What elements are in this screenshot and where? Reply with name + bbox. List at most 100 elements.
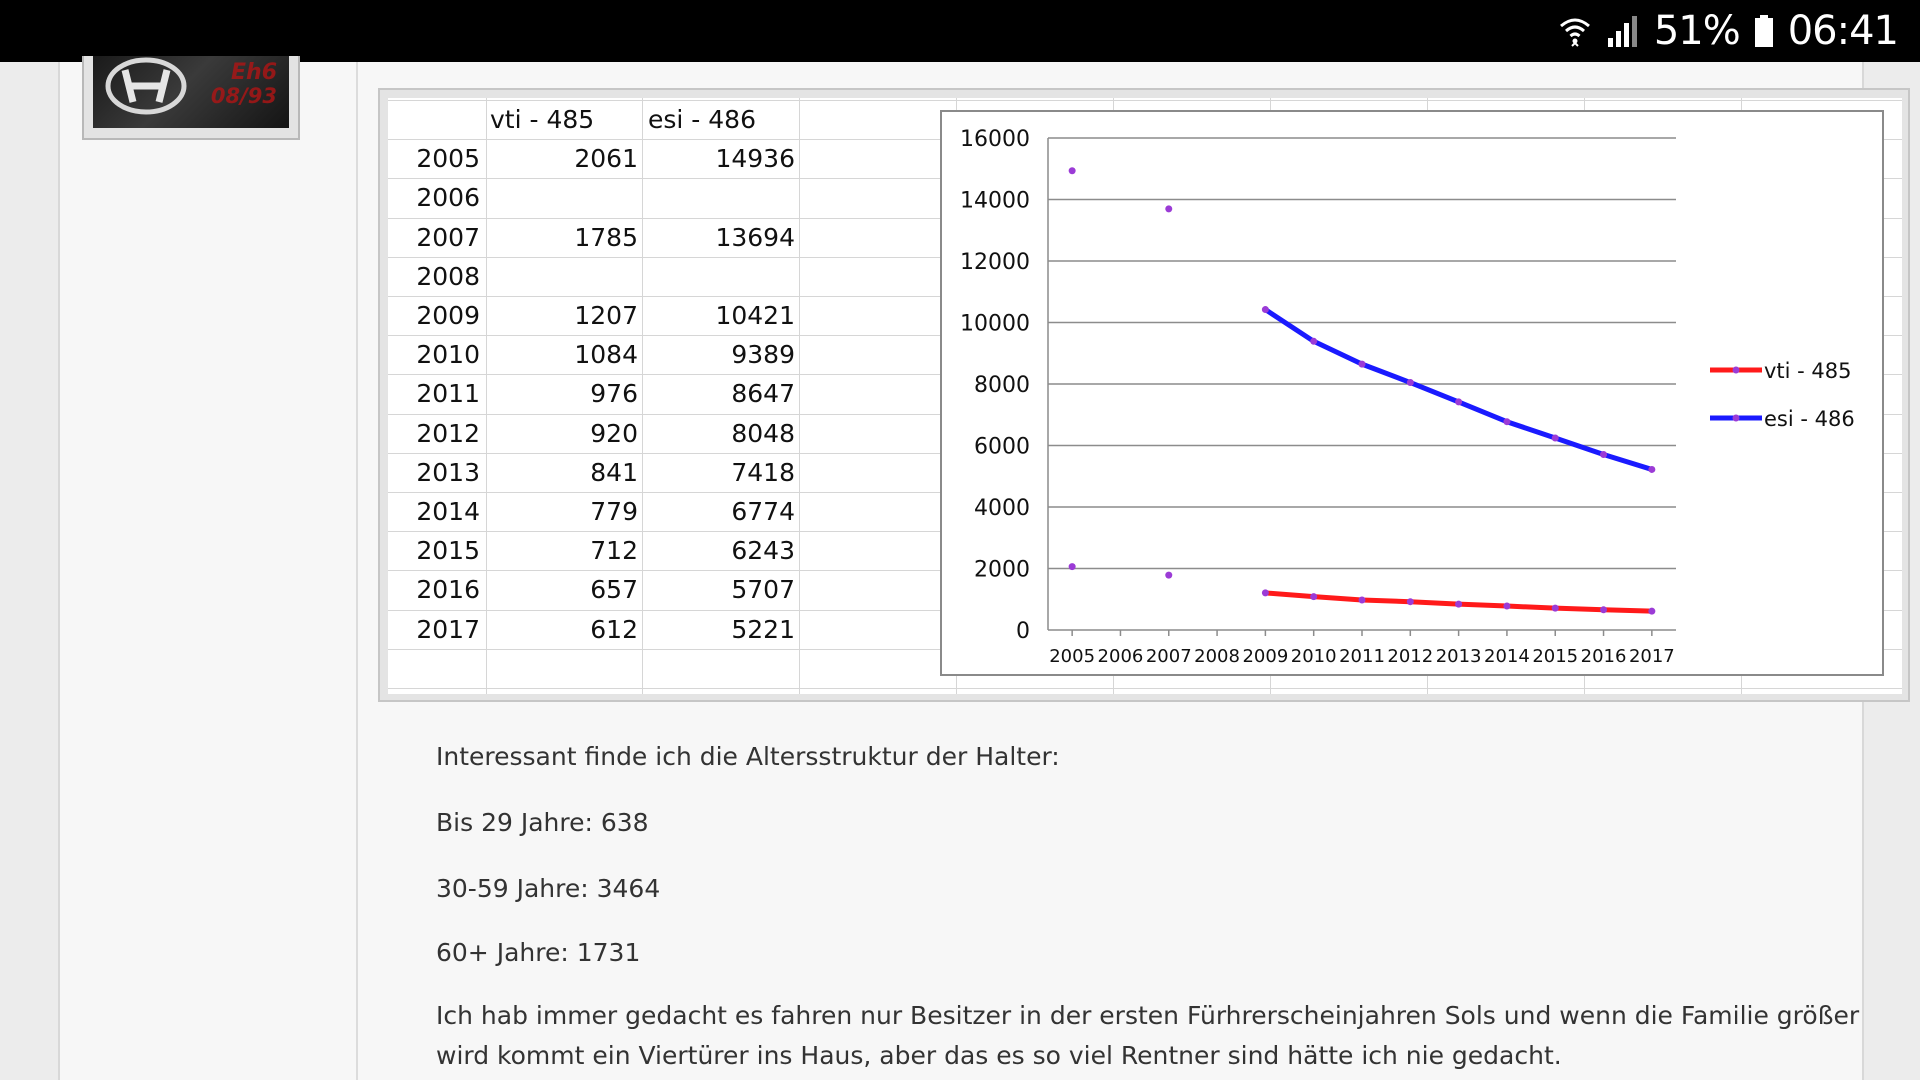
esi-cell[interactable]: 5707 (731, 575, 795, 605)
vti-cell[interactable]: 1084 (574, 340, 638, 370)
status-bar: 51% 06:41 (0, 0, 1920, 62)
data-point-esi-486 (1310, 337, 1318, 345)
y-tick-label: 16000 (960, 127, 1030, 152)
spreadsheet-attachment[interactable]: vti - 485 esi - 486 2005 2061 14936 2006 2007 1… (378, 88, 1910, 702)
data-point-vti-485 (1261, 589, 1269, 597)
year-cell[interactable]: 2011 (416, 379, 480, 409)
chart-svg: 0 2000 4000 6000 8000 10000 12000 14000 16000 200… (960, 127, 1855, 667)
y-tick-label: 8000 (974, 373, 1030, 398)
post-intro: Interessant finde ich die Altersstruktur… (436, 742, 1060, 771)
y-tick-label: 4000 (974, 496, 1030, 521)
x-tick-label: 2012 (1387, 646, 1433, 667)
honda-logo-icon (105, 57, 187, 115)
y-tick-label: 12000 (960, 250, 1030, 275)
battery-percent: 51% (1653, 8, 1741, 54)
battery-icon (1754, 15, 1773, 47)
year-cell[interactable]: 2016 (416, 575, 480, 605)
legend-label-esi-486: esi - 486 (1764, 407, 1855, 431)
data-point-esi-486 (1455, 398, 1463, 406)
legend-label-vti-485: vti - 485 (1764, 359, 1852, 383)
x-tick-label: 2016 (1581, 646, 1627, 667)
esi-cell[interactable]: 6774 (731, 497, 795, 526)
forum-column: Eh6 08/93 vti - 485 esi - 486 2005 2061 1493… (58, 56, 1910, 1080)
data-point-vti-485 (1503, 602, 1511, 610)
esi-cell[interactable]: 10421 (715, 301, 795, 330)
esi-cell[interactable]: 8647 (731, 379, 795, 409)
x-tick-label: 2015 (1532, 646, 1578, 667)
avatar[interactable]: Eh6 08/93 (93, 56, 289, 128)
data-point-esi-486 (1358, 360, 1366, 368)
legend-marker-esi-486 (1732, 414, 1740, 422)
x-tick-label: 2014 (1484, 646, 1530, 667)
data-point-esi-486 (1600, 451, 1608, 459)
data-point-esi-486 (1648, 465, 1656, 473)
post-age-30-59: 30-59 Jahre: 3464 (436, 874, 661, 903)
year-cell[interactable]: 2009 (416, 301, 480, 330)
x-tick-label: 2009 (1242, 646, 1288, 667)
year-cell[interactable]: 2005 (416, 144, 480, 174)
x-tick-label: 2011 (1339, 646, 1385, 667)
line-chart: 0 2000 4000 6000 8000 10000 12000 14000 16000 200… (940, 110, 1884, 676)
vti-cell[interactable] (488, 178, 638, 217)
year-cell[interactable]: 2014 (416, 497, 480, 526)
year-cell[interactable]: 2006 (416, 183, 480, 213)
sidebar-divider (356, 62, 358, 1080)
x-tick-label: 2017 (1629, 646, 1675, 667)
vti-cell[interactable]: 976 (590, 379, 638, 409)
y-tick-label: 2000 (974, 558, 1030, 583)
y-tick-label: 10000 (960, 312, 1030, 337)
vti-cell[interactable]: 612 (590, 614, 638, 644)
data-point-vti-485 (1648, 607, 1656, 615)
header-cell-vti[interactable]: vti - 485 (490, 105, 595, 134)
clock: 06:41 (1787, 8, 1899, 54)
user-avatar-box[interactable]: Eh6 08/93 (82, 56, 300, 140)
year-cell[interactable]: 2015 (416, 536, 480, 566)
esi-cell[interactable]: 9389 (731, 340, 795, 370)
vti-cell[interactable]: 1207 (574, 301, 638, 330)
y-tick-label: 0 (1016, 619, 1030, 644)
post-age-under-29: Bis 29 Jahre: 638 (436, 808, 649, 837)
data-point-esi-486 (1406, 379, 1414, 387)
vti-cell[interactable]: 920 (590, 418, 638, 448)
data-point-vti-485 (1455, 600, 1463, 608)
esi-cell[interactable]: 6243 (731, 536, 795, 566)
vti-cell[interactable] (488, 257, 638, 296)
esi-cell[interactable]: 5221 (731, 614, 795, 644)
grid-column-line (642, 98, 643, 694)
esi-cell[interactable]: 8048 (731, 418, 795, 448)
esi-cell[interactable]: 13694 (715, 222, 795, 252)
data-point-vti-485 (1165, 571, 1173, 579)
year-cell[interactable]: 2012 (416, 418, 480, 448)
vti-cell[interactable]: 657 (590, 575, 638, 605)
vti-cell[interactable]: 841 (590, 457, 638, 487)
x-tick-label: 2010 (1291, 646, 1337, 667)
vti-cell[interactable]: 779 (590, 497, 638, 526)
year-cell[interactable]: 2008 (416, 261, 480, 291)
grid-row-line (388, 688, 1902, 689)
data-point-vti-485 (1406, 598, 1414, 606)
vti-cell[interactable]: 2061 (574, 144, 638, 174)
esi-cell[interactable] (645, 178, 795, 217)
year-cell[interactable]: 2010 (416, 340, 480, 370)
grid-row-line (388, 100, 1902, 101)
vti-cell[interactable]: 1785 (574, 222, 638, 252)
vti-cell[interactable]: 712 (590, 536, 638, 566)
esi-cell[interactable]: 14936 (715, 144, 795, 174)
avatar-text-line1: Eh6 (231, 60, 277, 85)
grid-column-line (486, 98, 487, 694)
year-cell[interactable]: 2017 (416, 614, 480, 644)
data-point-esi-486 (1551, 434, 1559, 442)
data-point-vti-485 (1310, 593, 1318, 601)
data-point-esi-486 (1068, 167, 1076, 175)
data-point-vti-485 (1068, 563, 1076, 571)
data-point-esi-486 (1165, 205, 1173, 213)
year-cell[interactable]: 2013 (416, 457, 480, 487)
legend-marker-vti-485 (1732, 366, 1740, 374)
year-cell[interactable]: 2007 (416, 222, 480, 252)
x-tick-label: 2013 (1436, 646, 1482, 667)
header-cell-esi[interactable]: esi - 486 (648, 105, 756, 134)
spreadsheet: vti - 485 esi - 486 2005 2061 14936 2006 2007 1… (388, 98, 1902, 694)
y-tick-label: 6000 (974, 435, 1030, 460)
esi-cell[interactable]: 7418 (731, 457, 795, 487)
esi-cell[interactable] (645, 257, 795, 296)
